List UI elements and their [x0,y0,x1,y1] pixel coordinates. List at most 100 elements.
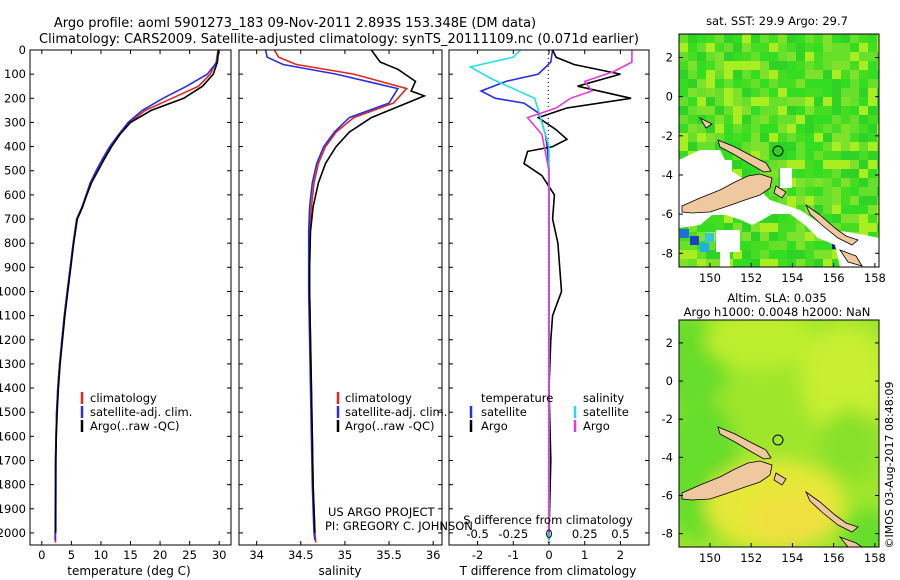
sst-cell [796,133,805,142]
sst-cell [796,88,805,97]
sst-cell [868,160,877,169]
sst-cell [823,79,832,88]
sst-cell [742,142,751,151]
sst-cell [724,52,733,61]
sst-cell [751,169,760,178]
sst-cell [751,232,760,241]
sst-cell [877,151,879,160]
sst-cell [697,232,706,241]
sst-cell [688,88,697,97]
sst-cell [868,205,877,214]
sla-float-position-marker [772,434,784,446]
sst-cell [733,88,742,97]
sst-cell [841,115,850,124]
sst-cell [877,52,879,61]
sst-cell [688,133,697,142]
sst-cell [877,124,879,133]
sst-cell [841,61,850,70]
sst-cell [841,187,850,196]
solomon-islands [805,203,859,246]
sst-cell [787,196,796,205]
sst-cell [850,70,859,79]
sst-cell [742,97,751,106]
sst-cell [697,79,706,88]
sst-cell [841,160,850,169]
sst-cell [877,115,879,124]
legend-label-t-argo: Argo [481,419,508,433]
sst-cell [796,97,805,106]
sst-cell [868,133,877,142]
sst-cell [706,97,715,106]
sst-cell [805,241,814,250]
lat-tick-label: 2 [666,50,673,64]
sst-cell [778,151,787,160]
sst-cell [715,34,724,43]
sst-cell [742,88,751,97]
sst-cell [877,232,879,241]
sst-cell [724,115,733,124]
sst-cell [814,178,823,187]
sst-cell [733,52,742,61]
sst-cell [778,43,787,52]
sst-cell [832,70,841,79]
sst-cell [850,88,859,97]
sst-cell [778,70,787,79]
sst-cell [706,133,715,142]
sst-cell [823,250,832,259]
sst-cell [769,214,778,223]
sst-cell [688,34,697,43]
sst-cell [823,61,832,70]
sst-cell [742,232,751,241]
credit-pi: PI: GREGORY C. JOHNSON [325,519,473,533]
sst-cell [724,133,733,142]
sst-cell [787,250,796,259]
x-tick-label: 2 [617,548,624,562]
sst-cell [688,79,697,88]
sst-cell [778,52,787,61]
sla-map-title-line1: Altim. SLA: 0.035 [727,291,826,305]
x-tick-label: -1 [508,548,519,562]
sst-cell [850,214,859,223]
sst-cell [697,88,706,97]
sst-cell [706,43,715,52]
sst-cell [805,232,814,241]
sst-cell [787,241,796,250]
sst-cell [868,214,877,223]
sst-cell [769,187,778,196]
lon-tick-label: 156 [823,271,845,285]
sst-cell [724,223,733,232]
series-temperature-argo [523,50,632,533]
sst-cell [697,52,706,61]
sst-cell [760,79,769,88]
sst-cell [859,160,868,169]
sst-cell [796,34,805,43]
sst-cell [760,61,769,70]
sst-cell [796,178,805,187]
sst-cell [778,97,787,106]
sst-cell [778,88,787,97]
sst-cell [733,223,742,232]
sst-cell [859,88,868,97]
sst-cell [877,142,879,151]
sst-cell [814,88,823,97]
sst-cell [679,124,688,133]
sst-cell [868,115,877,124]
legend-label-s-satellite: satellite [583,405,629,419]
sst-cell [841,79,850,88]
depth-tick-label: 800 [4,236,26,250]
new-britain-island [717,139,772,173]
sst-cell [679,88,688,97]
sst-cell [769,79,778,88]
sst-cell [787,259,796,267]
sst-cell [724,151,733,160]
sla-map-field [679,320,879,547]
sst-cell [715,115,724,124]
sst-cell [850,61,859,70]
sst-cell [733,115,742,124]
sst-cell [832,106,841,115]
sst-cell [796,241,805,250]
sst-cell [823,241,832,250]
sst-cell [805,124,814,133]
legend-label-t-satellite: satellite [481,405,527,419]
sst-cell [823,178,832,187]
